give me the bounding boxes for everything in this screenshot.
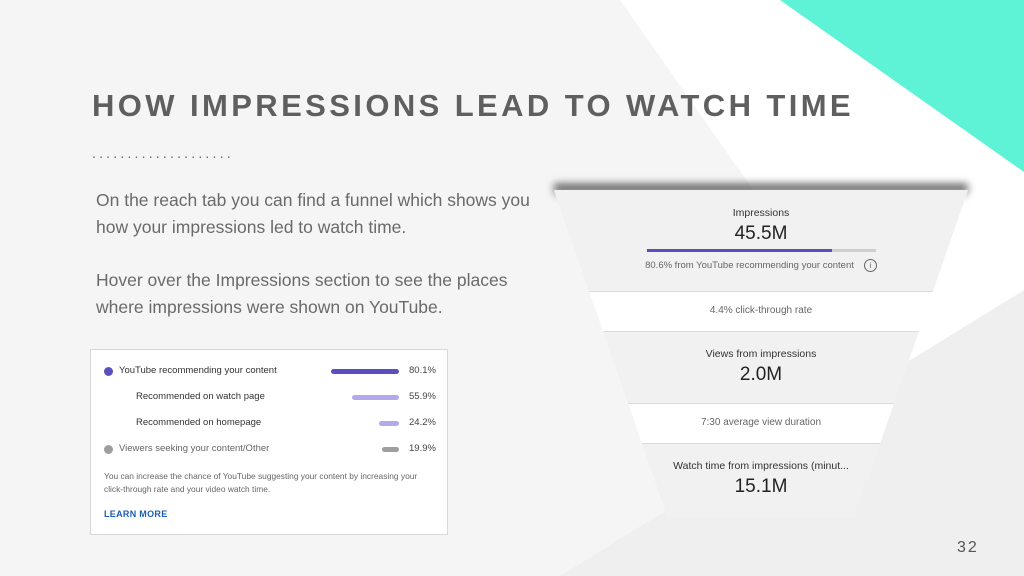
impressions-breakdown-card: YouTube recommending your content 80.1% …	[90, 349, 448, 535]
intro-paragraph-1: On the reach tab you can find a funnel w…	[96, 190, 530, 237]
breakdown-bar	[352, 395, 399, 400]
breakdown-bar	[379, 421, 399, 426]
breakdown-note: You can increase the chance of YouTube s…	[104, 471, 418, 494]
funnel-views-section[interactable]: Views from impressions 2.0M	[554, 332, 968, 404]
funnel-watchtime-section[interactable]: Watch time from impressions (minut... 15…	[554, 444, 968, 518]
impressions-label: Impressions	[732, 207, 790, 219]
watch-time-value: 15.1M	[734, 476, 788, 497]
slide-title: HOW IMPRESSIONS LEAD TO WATCH TIME	[92, 88, 855, 123]
breakdown-percent: 24.2%	[409, 417, 436, 428]
breakdown-row[interactable]: Viewers seeking your content/Other 19.9%	[91, 440, 449, 460]
teal-corner-accent	[780, 0, 1024, 172]
funnel-shape: Impressions 45.5M 80.6% from YouTube rec…	[554, 190, 968, 518]
breakdown-row[interactable]: Recommended on watch page 55.9%	[91, 388, 449, 408]
page-number: 32	[957, 539, 979, 556]
breakdown-row[interactable]: YouTube recommending your content 80.1%	[91, 362, 449, 382]
breakdown-bar	[382, 447, 399, 452]
funnel-ctr-section: 4.4% click-through rate	[554, 292, 968, 332]
intro-text: On the reach tab you can find a funnel w…	[96, 187, 536, 347]
breakdown-bar	[331, 369, 399, 374]
views-value: 2.0M	[739, 364, 783, 385]
breakdown-label: Recommended on watch page	[136, 391, 265, 402]
breakdown-label: YouTube recommending your content	[119, 365, 277, 376]
avg-duration-text: 7:30 average view duration	[700, 417, 822, 428]
watch-time-label: Watch time from impressions (minut...	[673, 460, 849, 472]
impressions-funnel: Impressions 45.5M 80.6% from YouTube rec…	[554, 184, 968, 520]
breakdown-percent: 55.9%	[409, 391, 436, 402]
dotted-divider: ....................	[92, 145, 234, 161]
intro-paragraph-2: Hover over the Impressions section to se…	[96, 270, 508, 317]
breakdown-label: Recommended on homepage	[136, 417, 262, 428]
impressions-progress-fill	[647, 249, 832, 252]
impressions-source-row: 80.6% from YouTube recommending your con…	[554, 259, 968, 272]
learn-more-link[interactable]: LEARN MORE	[104, 509, 168, 519]
breakdown-percent: 19.9%	[409, 443, 436, 454]
breakdown-percent: 80.1%	[409, 365, 436, 376]
bullet-dot	[104, 445, 113, 454]
funnel-impressions-section[interactable]: Impressions 45.5M 80.6% from YouTube rec…	[554, 190, 968, 292]
views-label: Views from impressions	[705, 348, 817, 360]
ctr-text: 4.4% click-through rate	[709, 305, 813, 316]
bullet-dot	[104, 367, 113, 376]
breakdown-row[interactable]: Recommended on homepage 24.2%	[91, 414, 449, 434]
impressions-source-text: 80.6% from YouTube recommending your con…	[645, 260, 854, 272]
breakdown-label: Viewers seeking your content/Other	[119, 443, 270, 454]
impressions-progress-bar	[647, 249, 876, 252]
funnel-duration-section: 7:30 average view duration	[554, 404, 968, 444]
impressions-value: 45.5M	[734, 223, 788, 244]
info-icon[interactable]: i	[863, 259, 877, 272]
